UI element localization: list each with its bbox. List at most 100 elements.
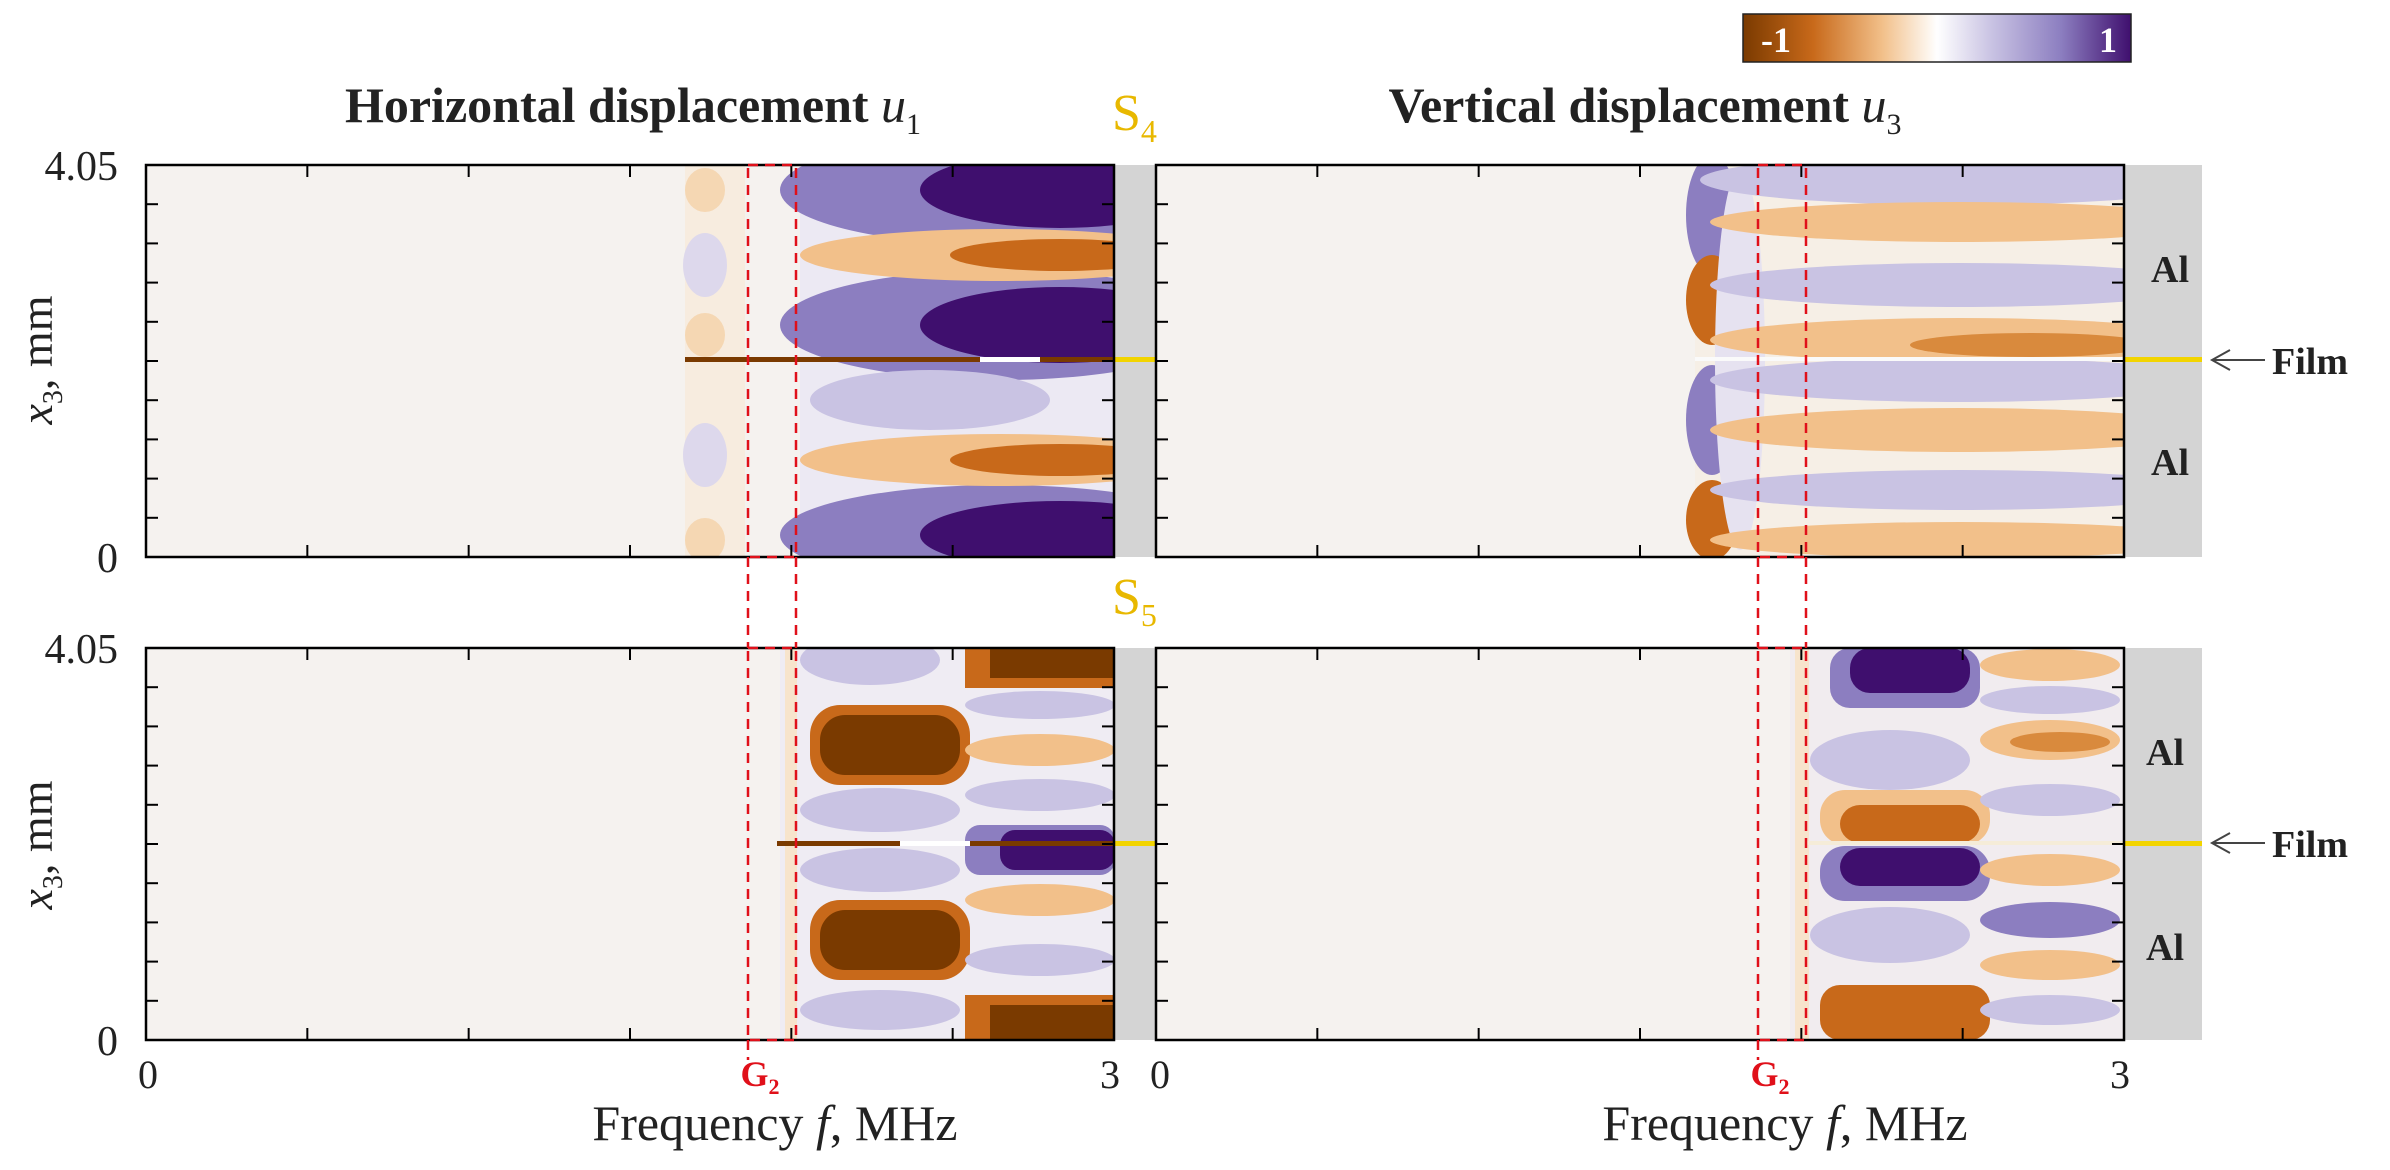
mode-label-s5: S5 (1112, 569, 1157, 633)
field-blob (1710, 263, 2124, 307)
film-marker (1114, 841, 1156, 846)
field-blob (800, 848, 960, 892)
gap-label-left: G2 (740, 1054, 779, 1099)
column-title-left: Horizontal displacement u1 (345, 77, 921, 141)
field-blob (1980, 854, 2120, 886)
field-blob (920, 287, 1114, 363)
heatmap-field (1790, 648, 2124, 1040)
film-pointer-row1: Film (2209, 341, 2348, 383)
layer-label-bottom-row2: Al (2146, 927, 2184, 969)
field-blob (965, 779, 1114, 811)
mode-label-s4: S4 (1112, 85, 1157, 149)
field-blob (800, 788, 960, 832)
field-blob (1820, 985, 1990, 1040)
field-blob (950, 239, 1114, 271)
y-tick-min-top: 0 (97, 536, 118, 582)
field-blob (1980, 686, 2120, 714)
field-blob (990, 1005, 1114, 1040)
gap-band-right (1756, 163, 1808, 1060)
field-blob (920, 165, 1114, 228)
field-blob (1710, 470, 2124, 510)
x-tick-max-right: 3 (2110, 1052, 2130, 1097)
x-axis-label-left: Frequency f, MHz (592, 1095, 957, 1151)
field-blob (820, 910, 960, 970)
field-blob (1980, 995, 2120, 1025)
field-blob (990, 648, 1114, 678)
film-arrow-head (2209, 832, 2231, 854)
field-blob (965, 734, 1114, 766)
field-blob (1840, 805, 1980, 843)
colorbar-gradient (1742, 13, 2132, 63)
field-blob (1710, 202, 2124, 242)
gap-band-left (746, 163, 798, 1060)
film-marker (1114, 357, 1156, 362)
heatmap-field (683, 165, 1114, 557)
panel-s5-vertical (1154, 646, 2202, 1042)
field-blob (1810, 730, 1970, 790)
field-blob (1840, 848, 1980, 886)
heatmap-field (1686, 165, 2124, 557)
colorbar-min-label: -1 (1761, 20, 1791, 60)
gap-band-box-top (746, 163, 798, 559)
heatmap-field (777, 648, 1114, 1040)
field-blob (685, 313, 725, 357)
x-tick-max-left: 3 (1100, 1052, 1120, 1097)
field-blob (810, 370, 1050, 430)
field-blob (685, 168, 725, 212)
field-blob (1980, 950, 2120, 980)
colorbar: -1 1 (1742, 13, 2132, 63)
gap-band-box-bottom (1756, 646, 1808, 1042)
field-blob (1850, 648, 1970, 693)
interface-trace (685, 357, 1114, 362)
film-marker (2124, 841, 2202, 846)
field-blob (685, 518, 725, 557)
y-tick-min-bottom: 0 (97, 1019, 118, 1065)
field-blob (800, 990, 960, 1030)
layer-label-top-row1: Al (2151, 249, 2189, 291)
field-blob (920, 501, 1114, 557)
field-blob (683, 423, 727, 487)
field-blob (1910, 333, 2124, 357)
gap-label-right: G2 (1750, 1054, 1789, 1099)
gap-band-box-bottom (746, 646, 798, 1042)
axis-ticks (146, 165, 2124, 1040)
field-blob (1810, 907, 1970, 963)
interface-trace (1695, 357, 2124, 361)
layer-label-bottom-row1: Al (2151, 442, 2189, 484)
field-blob (683, 233, 727, 297)
field-blob (820, 715, 960, 775)
column-title-right: Vertical displacement u3 (1388, 77, 1901, 141)
interface-trace (1806, 841, 2124, 845)
film-arrow-head (2209, 349, 2231, 371)
field-blob (1980, 649, 2120, 681)
film-label: Film (2272, 824, 2348, 866)
field-blob (950, 444, 1114, 476)
field-blob (965, 944, 1114, 976)
y-axis-label-bottom: x3, mm (11, 780, 69, 910)
field-blob (965, 884, 1114, 916)
panel-s5-horizontal (144, 646, 1156, 1042)
y-tick-max-top: 4.05 (45, 144, 119, 190)
field-blob (1980, 902, 2120, 938)
x-axis-label-right: Frequency f, MHz (1602, 1095, 1967, 1151)
field-blob (2010, 732, 2110, 752)
layer-label-top-row2: Al (2146, 732, 2184, 774)
x-tick-min-left: 0 (138, 1052, 158, 1097)
field-blob (1000, 830, 1114, 870)
field-blob (1710, 522, 2124, 557)
field-blob (965, 691, 1114, 719)
panel-s4-vertical (1154, 163, 2202, 559)
panel-s4-horizontal (144, 163, 1156, 559)
film-label: Film (2272, 341, 2348, 383)
field-blob (1980, 784, 2120, 816)
interface-trace-light (900, 841, 970, 846)
interface-trace-light (980, 357, 1040, 362)
field-blob (1710, 408, 2124, 452)
y-axis-label-top: x3, mm (11, 295, 69, 425)
field-blob (1710, 358, 2124, 402)
gap-band-box-top (1756, 163, 1808, 559)
y-tick-max-bottom: 4.05 (45, 627, 119, 673)
colorbar-max-label: 1 (2099, 20, 2117, 60)
film-marker (2124, 357, 2202, 362)
